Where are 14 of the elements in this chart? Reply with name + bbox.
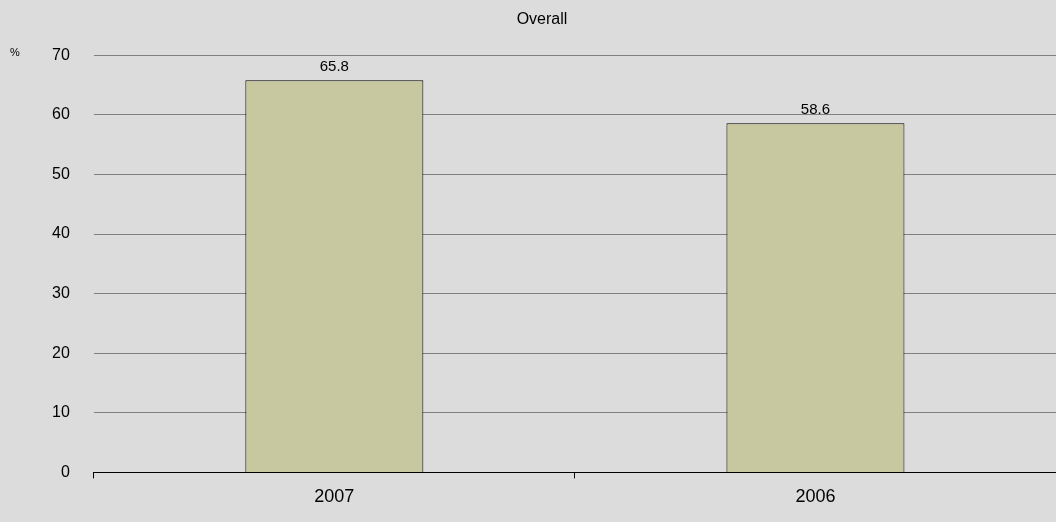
x-tick-label: 2006 <box>795 486 836 507</box>
y-tick-label: 70 <box>52 45 70 63</box>
data-label: 65.8 <box>319 56 349 74</box>
y-axis-title: % <box>10 46 20 59</box>
y-tick-label: 20 <box>52 343 70 361</box>
y-tick-label: 30 <box>52 284 70 302</box>
y-tick-label: 40 <box>52 224 70 242</box>
data-label: 58.6 <box>800 99 831 117</box>
y-tick-label: 0 <box>60 462 70 480</box>
y-tick-label: 60 <box>52 105 70 123</box>
x-tick-label: 2007 <box>314 486 355 507</box>
y-tick-label: 10 <box>52 403 70 421</box>
chart-title: Overall <box>516 10 568 28</box>
y-tick-label: 50 <box>52 164 70 182</box>
